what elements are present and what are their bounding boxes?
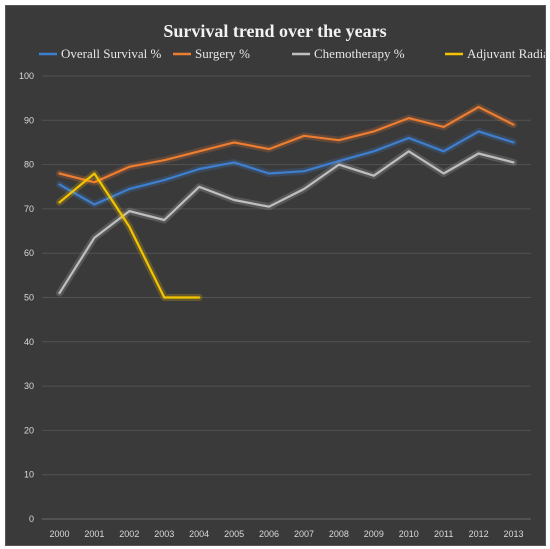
y-tick-label: 30 xyxy=(24,381,34,391)
legend-label: Surgery % xyxy=(195,46,250,61)
series-line xyxy=(58,172,201,299)
x-tick-label: 2010 xyxy=(399,529,419,539)
x-tick-label: 2013 xyxy=(504,529,524,539)
legend-label: Adjuvant Radiation % xyxy=(467,46,545,61)
x-tick-label: 2007 xyxy=(294,529,314,539)
x-tick-label: 2012 xyxy=(469,529,489,539)
x-tick-label: 2006 xyxy=(259,529,279,539)
line-chart: Survival trend over the years Overall Su… xyxy=(19,21,545,539)
x-tick-label: 2005 xyxy=(224,529,244,539)
legend-label: Chemotherapy % xyxy=(314,46,405,61)
x-axis-ticks: 2000 2001 2002 2003 2004 2005 2006 2007 2008 2009… xyxy=(49,529,523,539)
x-tick-label: 2000 xyxy=(49,529,69,539)
y-tick-label: 70 xyxy=(24,204,34,214)
x-tick-label: 2002 xyxy=(119,529,139,539)
x-tick-label: 2008 xyxy=(329,529,349,539)
series-lines xyxy=(56,103,517,301)
chart-frame: Survival trend over the years Overall Su… xyxy=(5,5,546,546)
gridlines xyxy=(42,75,531,520)
legend: Overall Survival % Surgery % Chemotherapy … xyxy=(39,46,545,61)
series-line xyxy=(58,130,515,206)
series-line xyxy=(58,105,515,184)
y-axis-ticks: 0 10 20 30 40 50 60 70 80 90 100 xyxy=(19,71,34,524)
x-tick-label: 2003 xyxy=(154,529,174,539)
x-tick-label: 2004 xyxy=(189,529,209,539)
x-tick-label: 2001 xyxy=(84,529,104,539)
legend-label: Overall Survival % xyxy=(61,46,162,61)
y-tick-label: 40 xyxy=(24,337,34,347)
y-tick-label: 20 xyxy=(24,425,34,435)
x-tick-label: 2011 xyxy=(434,529,453,539)
y-tick-label: 0 xyxy=(29,514,34,524)
chart-title: Survival trend over the years xyxy=(163,21,386,41)
y-tick-label: 100 xyxy=(19,71,34,81)
x-tick-label: 2009 xyxy=(364,529,384,539)
y-tick-label: 90 xyxy=(24,115,34,125)
y-tick-label: 50 xyxy=(24,293,34,303)
y-tick-label: 10 xyxy=(24,470,34,480)
y-tick-label: 60 xyxy=(24,248,34,258)
y-tick-label: 80 xyxy=(24,160,34,170)
series-line xyxy=(58,150,515,295)
